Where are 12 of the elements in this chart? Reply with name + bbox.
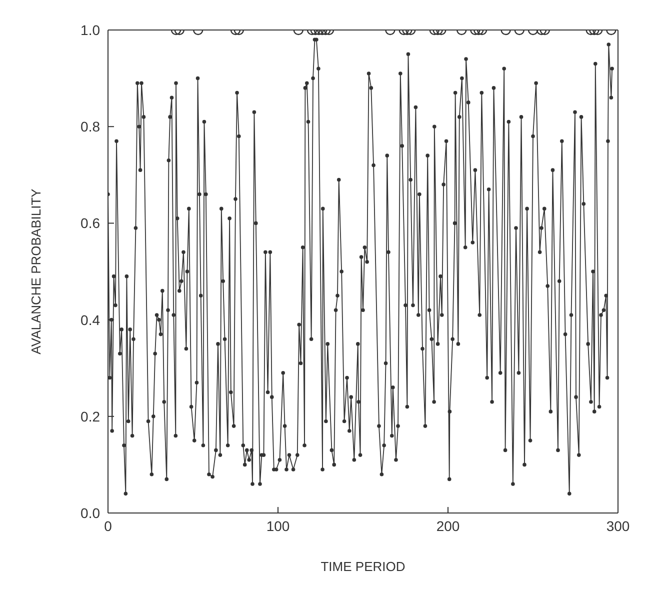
y-tick-label: 0.0: [80, 504, 100, 521]
x-tick-label: 100: [266, 518, 290, 534]
y-tick-label: 0.2: [80, 408, 100, 424]
y-tick-label: 0.4: [80, 312, 100, 328]
x-tick-label: 300: [606, 518, 630, 534]
x-tick-label: 0: [104, 518, 112, 534]
y-tick-label: 0.8: [80, 118, 100, 135]
y-tick-label: 1.0: [80, 22, 100, 38]
x-tick-label: 200: [436, 518, 460, 534]
y-axis-title: AVALANCHE PROBABILITY: [28, 188, 44, 354]
x-axis-title: TIME PERIOD: [320, 559, 406, 574]
y-tick-label: 0.6: [80, 215, 100, 232]
